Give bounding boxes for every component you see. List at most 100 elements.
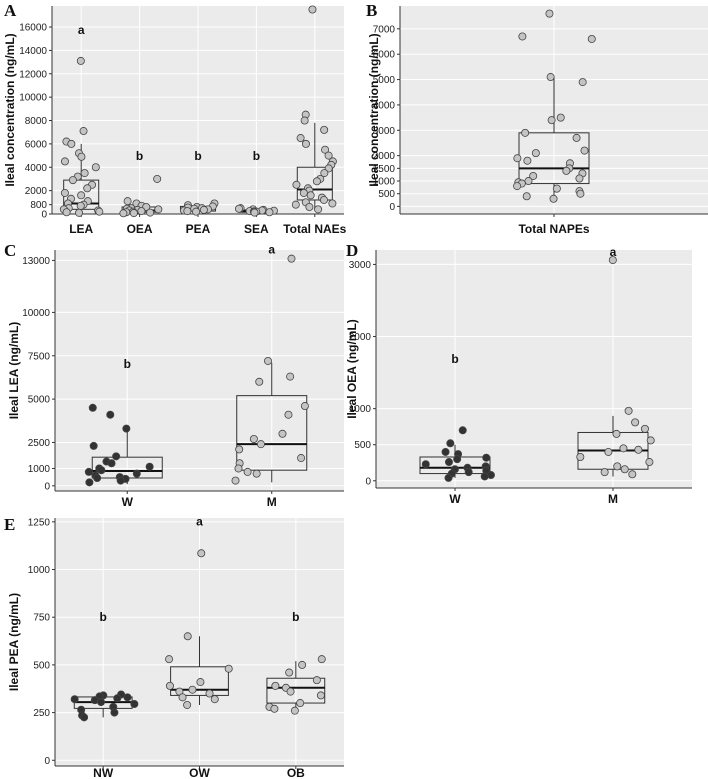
significance-letter: a (268, 242, 275, 256)
data-point (328, 199, 337, 208)
y-tick-label: 1000 (349, 404, 372, 415)
y-tick-label: 7000 (373, 24, 396, 35)
data-point (612, 429, 621, 438)
data-point (292, 180, 301, 189)
box-iqr (266, 677, 326, 704)
data-point (205, 689, 214, 698)
data-point (291, 200, 300, 209)
data-point (192, 207, 201, 216)
data-point (513, 182, 522, 191)
data-point (319, 195, 328, 204)
data-point (320, 169, 329, 178)
data-point (116, 476, 125, 485)
data-point (165, 655, 174, 664)
x-tick-label: OB (287, 766, 305, 779)
data-point (250, 208, 259, 217)
y-tick-label: 7500 (28, 351, 51, 362)
data-point (576, 189, 585, 198)
significance-letter: b (292, 610, 299, 624)
data-point (446, 439, 455, 448)
data-point (123, 197, 132, 206)
y-tick-label: 2000 (373, 151, 396, 162)
data-point (132, 469, 141, 478)
significance-letter: b (451, 352, 458, 366)
plot-background (55, 250, 344, 491)
data-point (620, 465, 629, 474)
data-point (521, 128, 530, 137)
data-point (199, 205, 208, 214)
data-point (112, 452, 121, 461)
data-point (529, 171, 538, 180)
data-point (523, 156, 532, 165)
data-point (631, 418, 640, 427)
y-tick-label: 16000 (19, 23, 47, 34)
significance-letter: b (124, 357, 131, 371)
panel-e: E 0 250 500 750 1000 1250 NW OW OB Ileal PEA (ng/m… (4, 515, 344, 779)
y-tick-label: 1000 (28, 565, 51, 576)
y-tick-label: 4000 (373, 100, 396, 111)
y-tick-label: 2000 (349, 332, 372, 343)
data-point (231, 476, 240, 485)
significance-letter: b (99, 610, 106, 624)
data-point (107, 459, 116, 468)
data-point (518, 32, 527, 41)
y-tick-label: 3000 (373, 126, 396, 137)
data-point (110, 708, 119, 717)
data-point (264, 356, 273, 365)
data-point (306, 191, 315, 200)
y-axis-label: Ileal OEA (ng/mL) (345, 319, 359, 419)
data-point (145, 462, 154, 471)
data-point (296, 134, 305, 143)
y-tick-label: 12000 (19, 69, 47, 80)
data-point (252, 469, 261, 478)
data-point (154, 205, 163, 214)
data-point (552, 184, 561, 193)
data-point (196, 678, 205, 687)
data-point (480, 472, 489, 481)
data-point (119, 209, 128, 218)
data-point (522, 192, 531, 201)
y-tick-label: 750 (33, 613, 50, 624)
data-point (165, 681, 174, 690)
panel-d: D 0 500 1000 2000 3000 W M Ileal OEA (ng/mL) b a (345, 241, 692, 506)
data-point (91, 163, 100, 172)
y-tick-label: 500 (378, 189, 395, 200)
data-point (575, 174, 584, 183)
data-point (298, 660, 307, 669)
panel-c: C 0 1000 2500 5000 7500 10000 13000 W M Ileal LEA … (4, 241, 344, 509)
data-point (80, 713, 89, 722)
significance-letter: b (136, 149, 143, 163)
y-tick-label: 14000 (19, 46, 47, 57)
data-point (178, 693, 187, 702)
data-point (296, 699, 305, 708)
data-point (106, 410, 115, 419)
data-point (287, 254, 296, 263)
y-axis-label: Ileal concentration (ng/mL) (3, 33, 17, 186)
data-point (122, 424, 131, 433)
y-tick-label: 800 (30, 200, 47, 211)
y-tick-label: 10000 (19, 93, 47, 104)
data-point (556, 113, 565, 122)
data-point (76, 201, 85, 210)
data-point (80, 169, 89, 178)
data-point (249, 434, 258, 443)
data-point (545, 9, 554, 18)
data-point (67, 139, 76, 148)
y-tick-label: 1000 (373, 177, 396, 188)
data-point (83, 184, 92, 193)
data-point (299, 188, 308, 197)
significance-letter: b (194, 149, 201, 163)
data-point (482, 453, 491, 462)
data-point (513, 154, 522, 163)
y-tick-label: 2000 (25, 186, 48, 197)
data-point (77, 152, 86, 161)
data-point (645, 458, 654, 467)
data-point (297, 454, 306, 463)
data-point (316, 691, 325, 700)
data-point (324, 151, 333, 160)
data-point (578, 78, 587, 87)
panel-letter: B (366, 1, 377, 20)
data-point (284, 410, 293, 419)
data-point (130, 700, 139, 709)
